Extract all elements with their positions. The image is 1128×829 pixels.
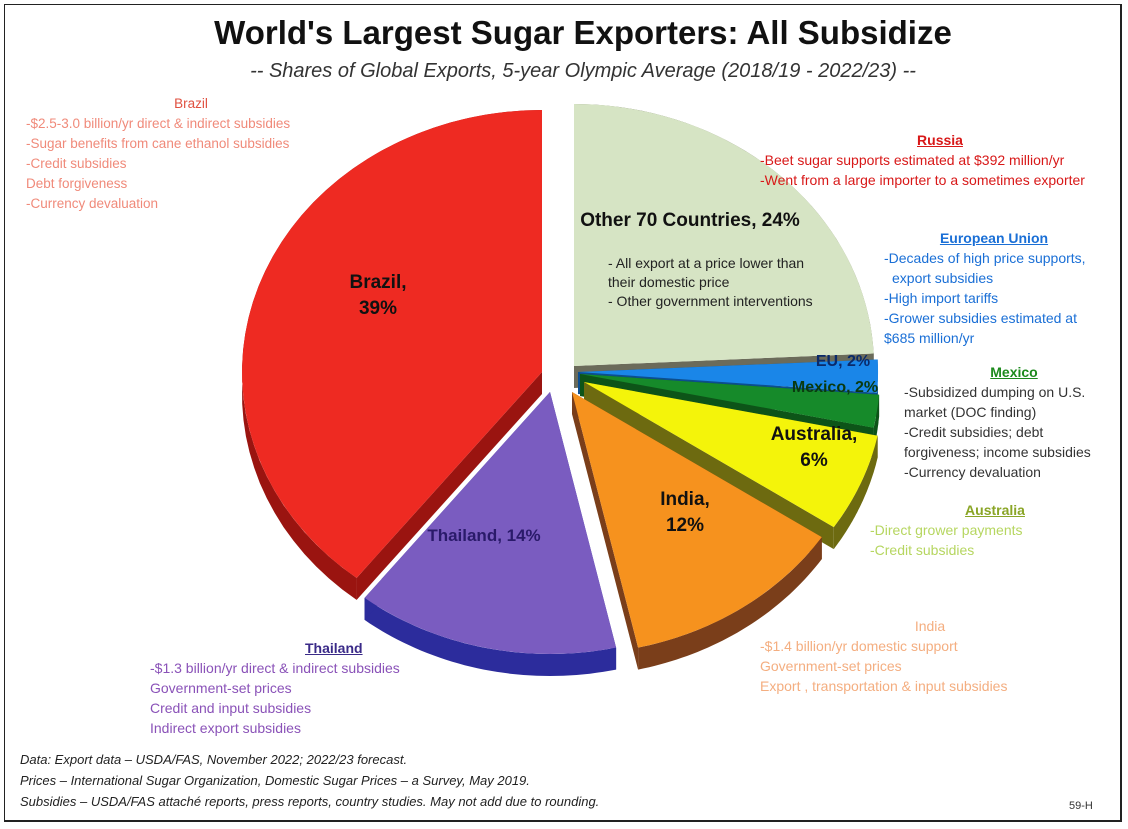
australia-annotation-heading: Australia (965, 502, 1025, 518)
india-annotation-line: Government-set prices (760, 658, 902, 674)
eu-annotation-line: -High import tariffs (884, 290, 999, 306)
footer-data-source: Data: Export data – USDA/FAS, November 2… (20, 752, 408, 767)
eu-annotation-line: -Grower subsidies estimated at (884, 310, 1077, 326)
thailand-annotation: Thailand -$1.3 billion/yr direct & indir… (150, 638, 400, 738)
india-annotation-heading: India (914, 618, 946, 634)
australia-annotation-line: -Direct grower payments (870, 522, 1023, 538)
slice-label-eu: EU, 2% (816, 353, 870, 370)
brazil-annotation-line: -Credit subsidies (26, 156, 127, 171)
footer-subsidies-source: Subsidies – USDA/FAS attaché reports, pr… (20, 794, 600, 809)
slice-mexico (580, 374, 880, 428)
mexico-annotation-line: market (DOC finding) (904, 404, 1037, 420)
thailand-annotation-heading: Thailand (305, 640, 363, 656)
thailand-annotation-line: Credit and input subsidies (150, 700, 312, 716)
slice-australia (584, 382, 878, 528)
slice-brazil (242, 110, 542, 578)
slice-note-other-70-countries: - All export at a price lower than (608, 255, 804, 271)
eu-annotation-heading: European Union (939, 230, 1049, 246)
india-annotation-line: -$1.4 billion/yr domestic support (760, 638, 958, 654)
slice-thailand (364, 392, 617, 655)
brazil-annotation-line: -Currency devaluation (26, 196, 159, 211)
australia-annotation: Australia -Direct grower payments -Credi… (870, 500, 1120, 560)
australia-annotation-line: -Credit subsidies (870, 542, 975, 558)
mexico-annotation-heading: Mexico (990, 364, 1038, 380)
thailand-annotation-line: Indirect export subsidies (150, 720, 301, 736)
brazil-annotation-heading: Brazil (174, 96, 208, 111)
slice-side-thailand (364, 597, 617, 676)
mexico-annotation-line: -Subsidized dumping on U.S. (904, 384, 1086, 400)
mexico-annotation: Mexico -Subsidized dumping on U.S. marke… (904, 362, 1124, 482)
brazil-annotation-line: -Sugar benefits from cane ethanol subsid… (26, 136, 290, 151)
slice-side-australia (833, 435, 878, 550)
brazil-annotation-line: -$2.5-3.0 billion/yr direct & indirect s… (26, 116, 291, 131)
thailand-annotation-line: -$1.3 billion/yr direct & indirect subsi… (150, 660, 400, 676)
slice-note-other-70-countries: - Other government interventions (608, 293, 813, 309)
russia-annotation-heading: Russia (917, 132, 963, 148)
mexico-annotation-line: -Currency devaluation (904, 464, 1041, 480)
russia-annotation-line: -Beet sugar supports estimated at $392 m… (760, 152, 1065, 168)
slice-label-brazil: Brazil, (349, 272, 406, 293)
slice-label-india: 12% (666, 515, 704, 536)
slice-wall-brazil-0 (356, 372, 542, 600)
russia-annotation: Russia -Beet sugar supports estimated at… (760, 130, 1120, 190)
slice-label-australia: Australia, (771, 424, 858, 445)
india-annotation-line: Export , transportation & input subsidie… (760, 678, 1008, 694)
sources-footer: Data: Export data – USDA/FAS, November 2… (20, 749, 599, 812)
brazil-annotation-line: Debt forgiveness (26, 176, 128, 191)
slice-india (572, 392, 822, 648)
slice-label-mexico: Mexico, 2% (792, 379, 878, 396)
eu-annotation-line: export subsidies (892, 270, 994, 286)
chart-subtitle: -- Shares of Global Exports, 5-year Olym… (250, 60, 916, 82)
slice-label-india: India, (660, 489, 710, 510)
slice-wall-india-1 (572, 392, 639, 670)
chart-title: World's Largest Sugar Exporters: All Sub… (214, 14, 952, 51)
mexico-annotation-line: forgiveness; income subsidies (904, 444, 1091, 460)
slice-eu (578, 359, 879, 393)
slice-label-other-70-countries: Other 70 Countries, 24% (580, 210, 800, 231)
russia-annotation-line: -Went from a large importer to a sometim… (760, 172, 1085, 188)
footer-prices-source: Prices – International Sugar Organizatio… (20, 773, 530, 788)
india-annotation: India -$1.4 billion/yr domestic support … (760, 616, 1100, 696)
eu-annotation-line: -Decades of high price supports, (884, 250, 1086, 266)
thailand-annotation-line: Government-set prices (150, 680, 292, 696)
slice-label-thailand: Thailand, 14% (427, 526, 540, 545)
slice-label-brazil: 39% (359, 298, 397, 319)
brazil-annotation: Brazil -$2.5-3.0 billion/yr direct & ind… (26, 94, 356, 214)
mexico-annotation-line: -Credit subsidies; debt (904, 424, 1044, 440)
slice-note-other-70-countries: their domestic price (608, 274, 730, 290)
slide-frame (4, 4, 1122, 822)
eu-annotation-line: $685 million/yr (884, 330, 975, 346)
slice-wall-australia-1 (584, 382, 834, 550)
slice-other-70-countries (574, 104, 874, 366)
page-code: 59-H (1069, 800, 1093, 812)
slice-label-australia: 6% (800, 450, 828, 471)
eu-annotation: European Union -Decades of high price su… (884, 228, 1104, 348)
slice-side-india (638, 537, 822, 670)
